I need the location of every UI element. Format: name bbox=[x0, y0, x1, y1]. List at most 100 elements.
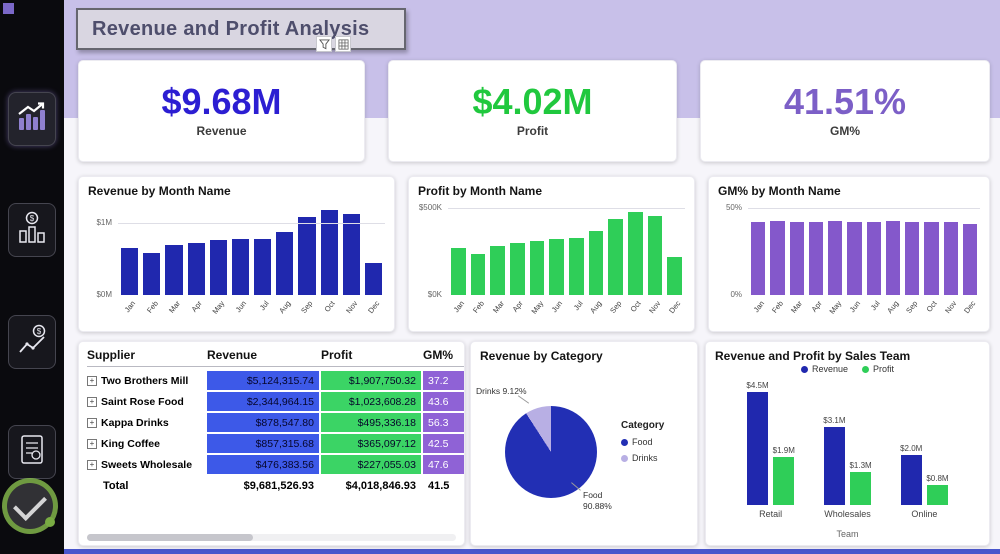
x-tick: Apr bbox=[188, 297, 205, 325]
bar-dec[interactable] bbox=[667, 256, 683, 295]
month-label: May bbox=[210, 299, 227, 316]
scrollbar-thumb[interactable] bbox=[87, 534, 254, 541]
bar-jan[interactable] bbox=[451, 248, 466, 295]
bar-oct[interactable] bbox=[924, 222, 939, 295]
month-label: Dec bbox=[962, 299, 978, 316]
bar-jan[interactable] bbox=[121, 248, 139, 295]
x-tick: Jul bbox=[867, 297, 881, 325]
bar-mar[interactable] bbox=[789, 222, 804, 295]
x-tick: Mar bbox=[490, 297, 505, 325]
line-chart-dollar-icon: $ bbox=[17, 323, 47, 362]
bar-dec[interactable] bbox=[364, 262, 383, 295]
month-label: Apr bbox=[189, 299, 205, 314]
month-label: Jun bbox=[549, 299, 565, 315]
horizontal-scrollbar[interactable] bbox=[87, 534, 456, 541]
column-header-gm[interactable]: GM% bbox=[423, 348, 453, 362]
bar-mar[interactable] bbox=[165, 244, 183, 295]
bar-sep[interactable] bbox=[905, 222, 920, 295]
month-label: Jan bbox=[451, 299, 467, 315]
bar-nov[interactable] bbox=[647, 216, 663, 295]
x-axis: Jan Feb Mar Apr May Jun Jul Aug Sep Oct Nov Dec bbox=[448, 297, 685, 325]
bar-profit-retail[interactable] bbox=[773, 457, 795, 505]
revenue-by-month-chart: Revenue by Month Name $1M $0M Jan Feb Mar A… bbox=[78, 176, 395, 332]
column-header-profit[interactable]: Profit bbox=[321, 348, 353, 362]
sidebar-nav-profit[interactable]: $ bbox=[8, 315, 56, 369]
legend-item-profit[interactable]: Profit bbox=[862, 364, 894, 374]
bar-aug[interactable] bbox=[276, 231, 294, 295]
bar-sep[interactable] bbox=[298, 217, 316, 295]
month-label: Feb bbox=[144, 299, 160, 315]
x-tick: Jun bbox=[232, 297, 249, 325]
page-title: Revenue and Profit Analysis bbox=[92, 17, 370, 40]
month-label: Sep bbox=[299, 299, 315, 316]
bar-profit-online[interactable] bbox=[926, 485, 948, 505]
bar-sep[interactable] bbox=[608, 218, 624, 295]
x-tick: Jan bbox=[751, 297, 766, 325]
supplier-cell: + Kappa Drinks bbox=[87, 413, 205, 432]
bar-dec[interactable] bbox=[962, 224, 977, 295]
table: Supplier Revenue Profit GM% + Two Brother… bbox=[87, 348, 464, 531]
bar-jul[interactable] bbox=[866, 222, 881, 295]
legend-item-food[interactable]: Food bbox=[621, 437, 664, 447]
expand-icon[interactable]: + bbox=[87, 417, 97, 428]
bar-nov[interactable] bbox=[342, 214, 360, 295]
pie-chart[interactable] bbox=[505, 406, 597, 498]
month-label: Jul bbox=[868, 299, 882, 313]
bar-feb[interactable] bbox=[143, 253, 161, 295]
month-label: Oct bbox=[924, 299, 940, 314]
bar-mar[interactable] bbox=[490, 245, 506, 295]
bar-profit-wholesales[interactable] bbox=[850, 472, 872, 505]
bar-revenue-retail[interactable] bbox=[747, 392, 768, 505]
expand-icon[interactable]: + bbox=[87, 459, 97, 470]
bar-apr[interactable] bbox=[808, 222, 823, 295]
month-label: Aug bbox=[277, 299, 293, 316]
bar-group-retail: $4.5M $1.9M Retail bbox=[746, 377, 794, 519]
bar-oct[interactable] bbox=[320, 210, 338, 295]
supplier-cell: + Saint Rose Food bbox=[87, 392, 205, 411]
expand-icon[interactable]: + bbox=[87, 438, 97, 449]
bar-jun[interactable] bbox=[847, 222, 862, 295]
gm-cell: 56.3 bbox=[423, 413, 464, 432]
x-tick: Oct bbox=[628, 297, 643, 325]
bar-revenue-wholesales[interactable] bbox=[823, 427, 845, 505]
bar-apr[interactable] bbox=[187, 243, 205, 295]
bar-revenue-online[interactable] bbox=[900, 455, 922, 505]
bar-feb[interactable] bbox=[470, 254, 486, 295]
bar-jun[interactable] bbox=[549, 238, 565, 295]
bar-nov[interactable] bbox=[943, 222, 958, 295]
bar-jan[interactable] bbox=[751, 222, 766, 295]
x-tick: May bbox=[529, 297, 545, 325]
revenue-cell: $878,547.80 bbox=[207, 413, 319, 432]
bar-may[interactable] bbox=[529, 241, 545, 295]
bar-aug[interactable] bbox=[885, 220, 900, 295]
bar-aug[interactable] bbox=[588, 230, 604, 295]
month-label: Oct bbox=[628, 299, 644, 314]
legend-item-revenue[interactable]: Revenue bbox=[800, 364, 848, 374]
sidebar-nav-revenue[interactable]: $ bbox=[8, 203, 56, 257]
filter-icon[interactable] bbox=[316, 36, 332, 52]
bar-group-online: $2.0M $0.8M Online bbox=[900, 377, 948, 519]
sidebar-nav-overview[interactable] bbox=[8, 92, 56, 146]
bar-jul[interactable] bbox=[254, 238, 272, 295]
legend-item-drinks[interactable]: Drinks bbox=[621, 453, 664, 463]
bar-apr[interactable] bbox=[510, 243, 525, 295]
grid-icon[interactable] bbox=[335, 36, 351, 52]
column-header-revenue[interactable]: Revenue bbox=[207, 348, 258, 362]
y-axis: $500K $0K bbox=[418, 203, 446, 299]
bar-pair: $2.0M $0.8M bbox=[900, 377, 949, 505]
expand-icon[interactable]: + bbox=[87, 396, 97, 407]
bar-may[interactable] bbox=[828, 220, 843, 295]
bar-jul[interactable] bbox=[569, 237, 584, 295]
profit-cell: $1,907,750.32 bbox=[321, 371, 421, 390]
bar-may[interactable] bbox=[209, 240, 227, 295]
expand-icon[interactable]: + bbox=[87, 375, 97, 386]
x-tick: Sep bbox=[608, 297, 623, 325]
bar-oct[interactable] bbox=[628, 211, 643, 295]
bar-jun[interactable] bbox=[231, 238, 250, 295]
sidebar-nav-report[interactable] bbox=[8, 425, 56, 479]
bar-feb[interactable] bbox=[770, 220, 785, 295]
revenue-by-category-chart: Revenue by Category Drinks 9.12% Food 90… bbox=[470, 341, 698, 546]
legend-dot bbox=[800, 365, 808, 373]
column-header-supplier[interactable]: Supplier bbox=[87, 348, 136, 362]
legend-title: Category bbox=[621, 420, 665, 431]
